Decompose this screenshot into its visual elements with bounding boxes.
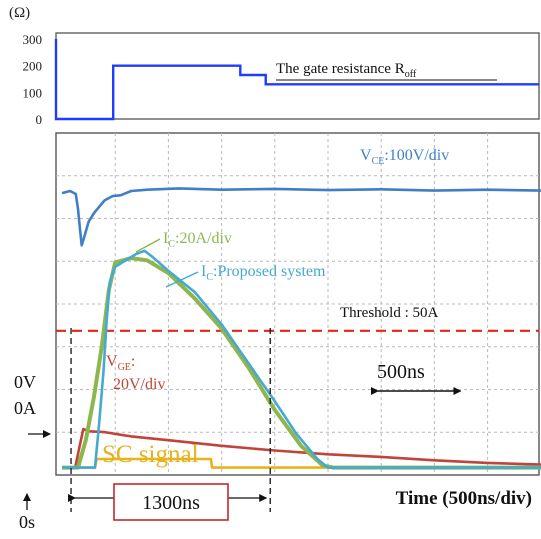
resistance-y-tick-label: 100	[23, 85, 43, 100]
sc-signal-label: SC signal	[102, 441, 199, 468]
resistance-series-line	[56, 39, 539, 119]
zero-a-label: 0A	[14, 398, 36, 418]
resistance-y-tick-label: 200	[23, 59, 43, 74]
scope-panel: Threshold : 50A VCE:100V/div IC:20A/div …	[56, 133, 541, 475]
resistance-y-tick-label: 0	[36, 112, 43, 127]
resistance-unit-label: (Ω)	[9, 5, 30, 21]
resistance-panel: (Ω) 0 100 200 300 The gate resistance Roff	[9, 5, 539, 127]
resistance-y-ticks: 0 100 200 300	[23, 32, 43, 127]
vge-scale-label: 20V/div	[113, 376, 165, 393]
time-origin-label: 0s	[19, 512, 35, 532]
threshold-label: Threshold : 50A	[340, 305, 438, 321]
x-axis-label: Time (500ns/div)	[396, 488, 532, 509]
scale-500ns-label: 500ns	[377, 361, 425, 383]
resistance-legend-label: The gate resistance Roff	[276, 61, 417, 80]
resistance-y-tick-label: 300	[23, 32, 43, 47]
zero-v-label: 0V	[14, 372, 36, 392]
duration-label: 1300ns	[142, 492, 200, 514]
